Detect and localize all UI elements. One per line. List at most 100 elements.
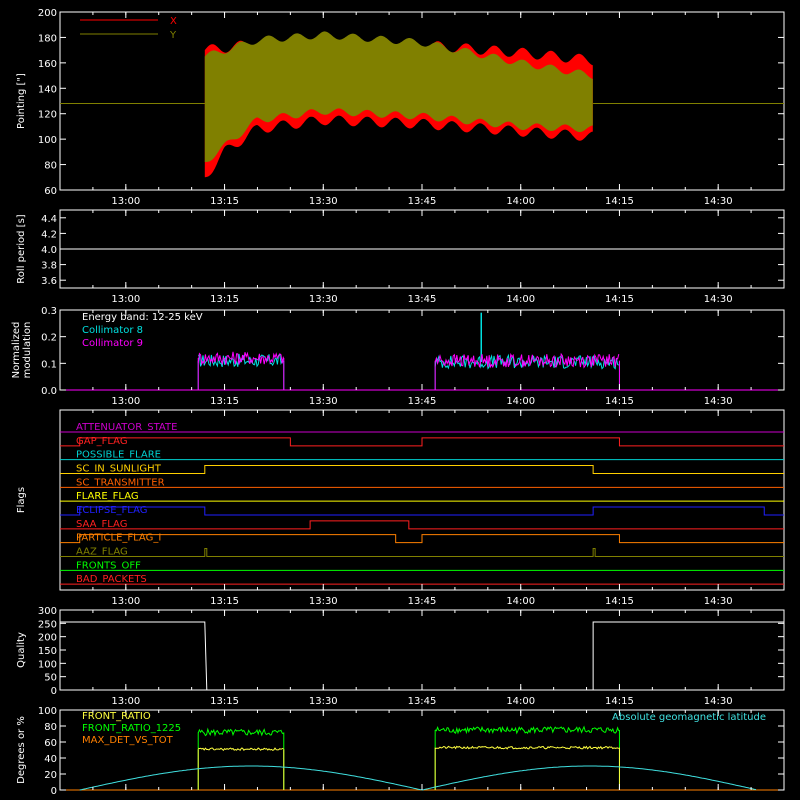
y-tick-label: 100 <box>38 135 57 146</box>
y-tick-label: 40 <box>44 754 57 765</box>
flag-eclipse_flag <box>60 506 784 516</box>
x-tick-label: 13:15 <box>210 396 239 407</box>
x-tick-label: 13:15 <box>210 596 239 607</box>
x-tick-label: 13:30 <box>309 696 338 707</box>
y-tick-label: 4.4 <box>41 214 57 225</box>
series-geomagnetic-latitude <box>421 765 757 791</box>
y-axis-label: Degrees or % <box>16 716 27 784</box>
x-tick-label: 14:15 <box>605 294 634 305</box>
panel-frame-4 <box>59 409 785 591</box>
series-front_ratio <box>198 747 284 752</box>
flag-label: SC_IN_SUNLIGHT <box>76 464 162 475</box>
energy-band-annotation: Energy band: 12-25 keV <box>82 312 203 323</box>
x-tick-label: 13:45 <box>408 696 437 707</box>
x-tick-label: 14:30 <box>704 396 733 407</box>
y-tick-label: 3.8 <box>41 261 57 272</box>
flag-aaz_flag <box>60 548 784 557</box>
flag-label: ECLIPSE_FLAG <box>76 505 147 516</box>
legend-label: Absolute geomagnetic latitude <box>612 712 766 723</box>
x-tick-label: 13:45 <box>408 294 437 305</box>
y-tick-label: 180 <box>38 33 57 44</box>
y-tick-label: 0.0 <box>41 386 57 397</box>
x-tick-label: 14:30 <box>704 294 733 305</box>
y-tick-label: 200 <box>38 8 57 19</box>
x-tick-label: 13:00 <box>111 396 140 407</box>
y-tick-label: 60 <box>44 186 57 197</box>
flag-saa_flag <box>60 520 784 530</box>
series-Collimator 9 <box>197 351 284 366</box>
y-tick-label: 50 <box>44 673 57 684</box>
legend-label: Collimator 9 <box>82 338 143 349</box>
x-tick-label: 14:00 <box>506 294 535 305</box>
y-tick-label: 4.0 <box>41 245 57 256</box>
y-tick-label: 4.2 <box>41 229 57 240</box>
x-tick-label: 13:30 <box>309 196 338 207</box>
x-tick-label: 13:00 <box>111 196 140 207</box>
series-front_ratio <box>435 745 620 750</box>
y-tick-label: 150 <box>38 646 57 657</box>
x-tick-label: 14:15 <box>605 696 634 707</box>
y-tick-label: 0 <box>51 686 57 697</box>
x-tick-label: 14:30 <box>704 596 733 607</box>
x-tick-label: 13:00 <box>111 294 140 305</box>
x-tick-label: 14:00 <box>506 696 535 707</box>
x-tick-label: 14:00 <box>506 596 535 607</box>
x-tick-label: 14:00 <box>506 396 535 407</box>
flag-particle_flag_i <box>60 534 784 544</box>
y-axis-label: Flags <box>16 487 27 513</box>
flag-label: ATTENUATOR_STATE <box>76 422 177 433</box>
x-tick-label: 13:45 <box>408 196 437 207</box>
flag-label: SC_TRANSMITTER <box>76 477 165 488</box>
x-tick-label: 13:00 <box>111 596 140 607</box>
flag-gap_flag <box>60 437 784 447</box>
x-tick-label: 14:30 <box>704 696 733 707</box>
legend-label: MAX_DET_VS_TOT <box>82 735 174 746</box>
y-tick-label: 3.6 <box>41 276 57 287</box>
series-geomagnetic-latitude <box>79 765 422 791</box>
flag-label: POSSIBLE_FLARE <box>76 450 161 461</box>
y-tick-label: 250 <box>38 619 57 630</box>
legend-label: FRONT_RATIO <box>82 711 151 722</box>
x-tick-label: 14:30 <box>704 196 733 207</box>
y-tick-label: 0.1 <box>41 359 57 370</box>
y-tick-label: 300 <box>38 606 57 617</box>
y-tick-label: 0.2 <box>41 333 57 344</box>
y-tick-label: 100 <box>38 706 57 717</box>
series-Collimator 9 <box>434 352 620 369</box>
x-tick-label: 14:15 <box>605 596 634 607</box>
y-tick-label: 80 <box>44 161 57 172</box>
y-tick-label: 80 <box>44 722 57 733</box>
legend-label: X <box>170 16 177 27</box>
x-tick-label: 14:15 <box>605 396 634 407</box>
x-tick-label: 13:30 <box>309 596 338 607</box>
legend-label: FRONT_RATIO_1225 <box>82 723 181 734</box>
x-tick-label: 13:30 <box>309 294 338 305</box>
series-front_ratio_1225 <box>434 725 620 735</box>
y-axis-label: Pointing ["] <box>16 73 27 129</box>
series-front_ratio_1225 <box>197 727 284 737</box>
flag-label: FLARE_FLAG <box>76 491 139 502</box>
x-tick-label: 13:45 <box>408 596 437 607</box>
series-Collimator 8 <box>434 353 620 370</box>
y-tick-label: 0.3 <box>41 306 57 317</box>
series-Y-envelope <box>204 31 593 163</box>
x-tick-label: 14:00 <box>506 196 535 207</box>
flag-sc_in_sunlight <box>60 465 784 474</box>
y-tick-label: 140 <box>38 84 57 95</box>
flag-label: SAA_FLAG <box>76 519 127 530</box>
y-tick-label: 20 <box>44 770 57 781</box>
flag-label: GAP_FLAG <box>76 436 128 447</box>
y-axis-label: modulation <box>22 322 33 379</box>
x-tick-label: 13:15 <box>210 196 239 207</box>
flag-label: FRONTS_OFF <box>76 560 141 571</box>
y-axis-label: Roll period [s] <box>16 214 27 283</box>
x-tick-label: 13:15 <box>210 294 239 305</box>
x-tick-label: 13:15 <box>210 696 239 707</box>
legend-label: Y <box>169 30 177 41</box>
y-tick-label: 160 <box>38 59 57 70</box>
flag-label: AAZ_FLAG <box>76 547 128 558</box>
x-tick-label: 13:30 <box>309 396 338 407</box>
flag-label: PARTICLE_FLAG_I <box>76 533 161 544</box>
legend-label: Collimator 8 <box>82 325 143 336</box>
